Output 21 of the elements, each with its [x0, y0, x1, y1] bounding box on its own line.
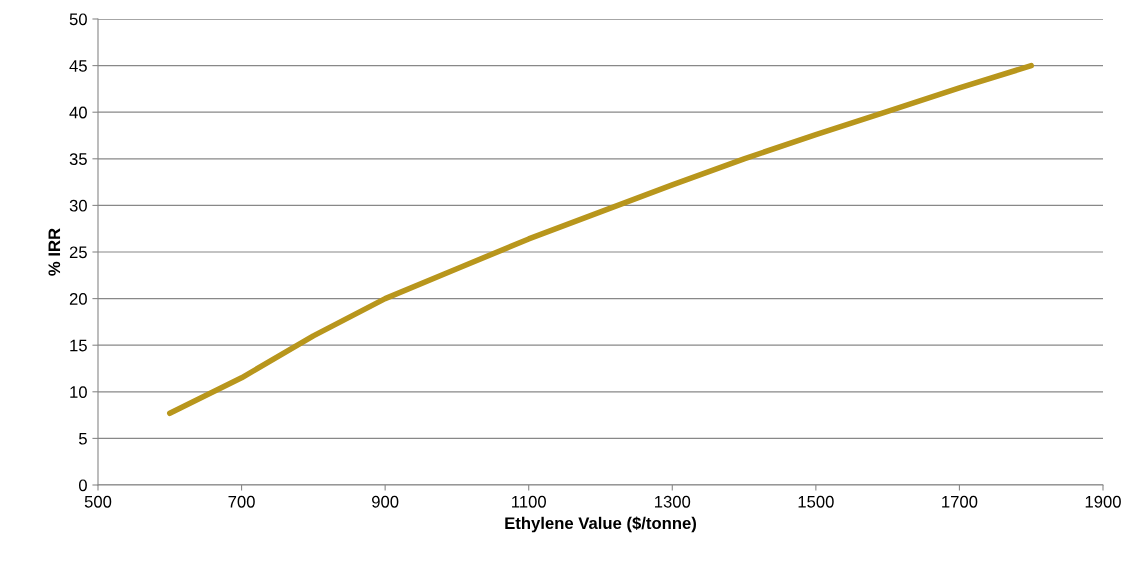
- y-tick-label: 0: [78, 479, 87, 492]
- x-tick-label: 1700: [942, 495, 978, 508]
- x-tick-label: 1100: [512, 495, 546, 508]
- x-tick-label: 900: [372, 495, 399, 508]
- x-tick-label: 1900: [1085, 495, 1121, 508]
- x-tick-label: 1500: [798, 495, 834, 508]
- x-tick-label: 1300: [655, 495, 691, 508]
- y-tick-label: 15: [70, 339, 87, 352]
- y-tick-label: 40: [69, 106, 87, 119]
- y-tick-label: 10: [70, 386, 87, 398]
- y-tick-label: 35: [69, 153, 87, 165]
- y-tick-label: 25: [69, 246, 87, 259]
- y-tick-label: 20: [69, 293, 87, 305]
- y-tick-label: 45: [69, 60, 87, 72]
- x-axis-title: Ethylene Value ($/tonne): [505, 516, 696, 533]
- y-tick-label: 50: [69, 13, 87, 26]
- y-tick-label: 5: [78, 432, 87, 445]
- y-axis-title: % IRR: [48, 228, 61, 276]
- y-tick-label: 30: [69, 199, 87, 212]
- x-tick-label: 700: [228, 495, 255, 508]
- x-tick-label: 500: [84, 495, 112, 508]
